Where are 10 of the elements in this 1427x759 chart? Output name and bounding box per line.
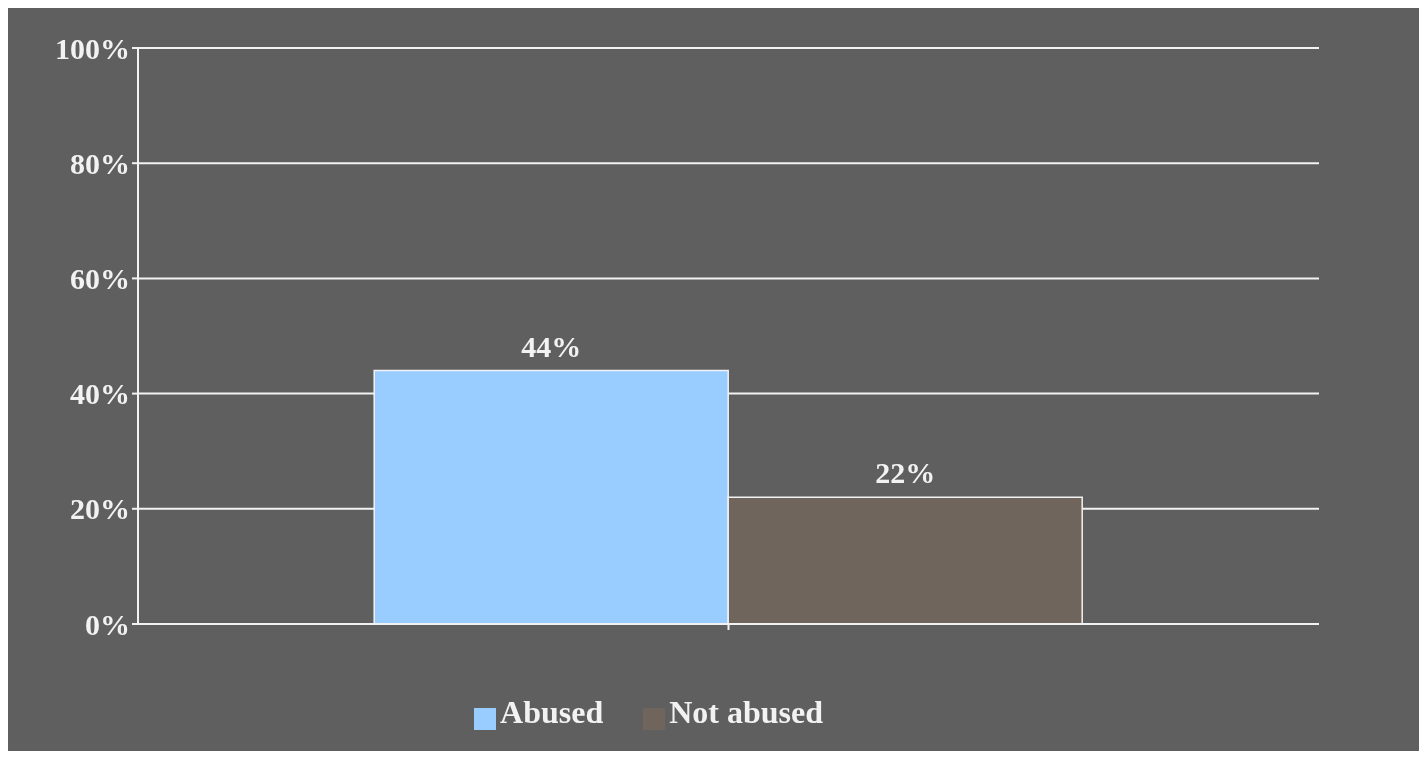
data-label: 44% [521,329,582,363]
y-tick-label: 40% [70,377,130,411]
legend-label: Not abused [669,694,823,730]
data-label: 22% [875,456,936,490]
legend-label: Abused [500,694,604,730]
y-tick-label: 60% [70,262,130,296]
y-tick-label: 100% [55,31,130,65]
y-tick-label: 20% [70,492,130,526]
y-tick-label: 0% [85,607,130,641]
y-tick-label: 80% [70,146,130,180]
